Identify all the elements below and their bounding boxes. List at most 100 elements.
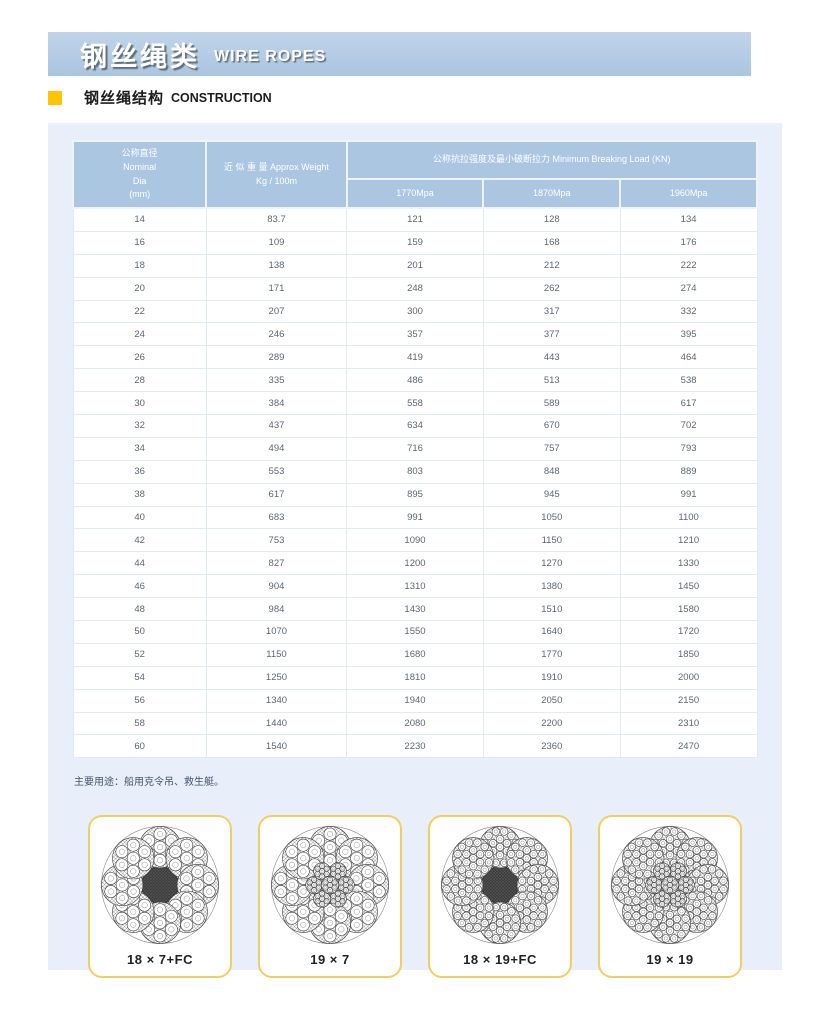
table-cell: 138 — [205, 253, 348, 278]
table-cell: 2200 — [482, 711, 621, 736]
table-cell: 300 — [346, 299, 484, 324]
table-cell: 168 — [482, 230, 621, 255]
table-cell: 1440 — [205, 711, 348, 736]
table-cell: 1310 — [346, 574, 484, 599]
table-row: 58 1440 2080 2200 2310 — [72, 711, 758, 736]
spec-table-header: 公称直径 Nominal Dia (mm) 近 似 重 量 Approx Wei… — [71, 140, 759, 209]
usage-note: 主要用途：船用克令吊、救生艇。 — [74, 777, 224, 789]
table-cell: 16 — [72, 230, 207, 255]
rope-cross-section-icon — [441, 826, 559, 945]
table-cell: 793 — [619, 436, 758, 461]
table-cell: 30 — [72, 391, 207, 416]
table-cell: 1340 — [205, 688, 348, 713]
table-cell: 176 — [619, 230, 758, 255]
table-cell: 134 — [619, 207, 758, 232]
table-cell: 1430 — [346, 597, 484, 622]
spec-table-body: 14 83.7 121 128 134 16 109 159 168 176 18 138 201 212… — [72, 207, 758, 759]
page-title-en: WIRE ROPES — [214, 48, 327, 65]
table-cell: 2310 — [619, 711, 758, 736]
table-cell: 757 — [482, 436, 621, 461]
table-cell: 2230 — [346, 734, 484, 759]
table-row: 24 246 357 377 395 — [72, 322, 758, 347]
table-cell: 26 — [72, 345, 207, 370]
table-cell: 201 — [346, 253, 484, 278]
rope-diagram-cards: 18 × 7+FC 19 × 7 18 × 19+FC 19 × 19 — [88, 815, 758, 979]
table-cell: 58 — [72, 711, 207, 736]
table-cell: 128 — [482, 207, 621, 232]
table-cell: 357 — [346, 322, 484, 347]
rope-card: 18 × 7+FC — [88, 815, 232, 979]
section-title-zh: 钢丝绳结构 — [84, 90, 165, 107]
section-heading: 钢丝绳结构 CONSTRUCTION — [48, 87, 782, 108]
table-cell: 1810 — [346, 665, 484, 690]
table-cell: 22 — [72, 299, 207, 324]
table-cell: 159 — [346, 230, 484, 255]
table-cell: 171 — [205, 276, 348, 301]
table-cell: 18 — [72, 253, 207, 278]
table-row: 40 683 991 1050 1100 — [72, 505, 758, 530]
table-cell: 48 — [72, 597, 207, 622]
table-cell: 377 — [482, 322, 621, 347]
table-cell: 437 — [205, 414, 348, 438]
table-row: 38 617 895 945 991 — [72, 482, 758, 507]
table-cell: 1210 — [619, 528, 758, 553]
table-cell: 848 — [482, 459, 621, 484]
table-cell: 1680 — [346, 642, 484, 667]
table-row: 48 984 1430 1510 1580 — [72, 597, 758, 622]
table-row: 18 138 201 212 222 — [72, 253, 758, 278]
table-cell: 716 — [346, 436, 484, 461]
table-cell: 332 — [619, 299, 758, 324]
table-cell: 274 — [619, 276, 758, 301]
table-cell: 50 — [72, 620, 207, 644]
table-cell: 1270 — [482, 551, 621, 576]
table-cell: 222 — [619, 253, 758, 278]
table-cell: 889 — [619, 459, 758, 484]
table-cell: 38 — [72, 482, 207, 507]
content-panel: 公称直径 Nominal Dia (mm) 近 似 重 量 Approx Wei… — [48, 123, 782, 979]
table-row: 44 827 1200 1270 1330 — [72, 551, 758, 576]
table-cell: 538 — [619, 368, 758, 393]
table-row: 26 289 419 443 464 — [72, 345, 758, 370]
table-row: 22 207 300 317 332 — [72, 299, 758, 324]
table-cell: 1380 — [482, 574, 621, 599]
table-cell: 1090 — [346, 528, 484, 553]
table-row: 56 1340 1940 2050 2150 — [72, 688, 758, 713]
rope-type-label: 19 × 19 — [646, 952, 694, 968]
table-cell: 36 — [72, 459, 207, 484]
table-cell: 984 — [205, 597, 348, 622]
table-cell: 827 — [205, 551, 348, 576]
table-cell: 212 — [482, 253, 621, 278]
table-row: 60 1540 2230 2360 2470 — [72, 734, 758, 759]
table-cell: 2360 — [482, 734, 621, 759]
table-cell: 2150 — [619, 688, 758, 713]
table-cell: 617 — [205, 482, 348, 507]
table-cell: 20 — [72, 276, 207, 301]
table-row: 20 171 248 262 274 — [72, 276, 758, 301]
table-row: 36 553 803 848 889 — [72, 459, 758, 484]
table-row: 34 494 716 757 793 — [72, 436, 758, 461]
table-cell: 991 — [346, 505, 484, 530]
table-cell: 335 — [205, 368, 348, 393]
table-cell: 558 — [346, 391, 484, 416]
table-cell: 494 — [205, 436, 348, 461]
table-row: 42 753 1090 1150 1210 — [72, 528, 758, 553]
table-cell: 60 — [72, 734, 207, 759]
col-header-nominal-dia: 公称直径 Nominal Dia (mm) — [71, 140, 208, 209]
rope-cross-section-icon — [611, 826, 729, 945]
table-row: 32 437 634 670 702 — [72, 414, 758, 438]
table-cell: 1540 — [205, 734, 348, 759]
table-cell: 2470 — [619, 734, 758, 759]
table-cell: 1910 — [482, 665, 621, 690]
table-cell: 443 — [482, 345, 621, 370]
table-cell: 1580 — [619, 597, 758, 622]
table-cell: 1850 — [619, 642, 758, 667]
table-cell: 1450 — [619, 574, 758, 599]
table-cell: 32 — [72, 414, 207, 438]
table-cell: 803 — [346, 459, 484, 484]
rope-card: 18 × 19+FC — [428, 815, 572, 979]
table-cell: 52 — [72, 642, 207, 667]
table-cell: 1510 — [482, 597, 621, 622]
table-cell: 683 — [205, 505, 348, 530]
table-cell: 753 — [205, 528, 348, 553]
table-cell: 262 — [482, 276, 621, 301]
